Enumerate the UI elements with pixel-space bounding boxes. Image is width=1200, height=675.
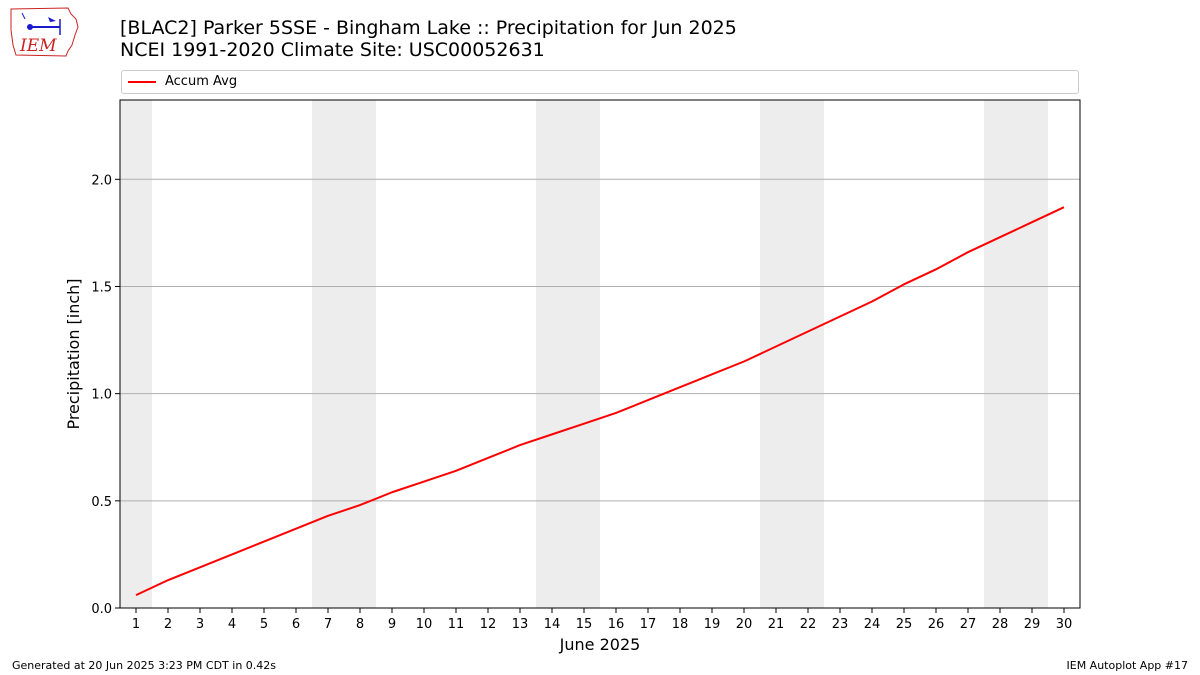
chart-subtitle: NCEI 1991-2020 Climate Site: USC00052631 <box>120 39 545 61</box>
x-tick-label-19: 20 <box>736 617 753 632</box>
x-tick-label-22: 23 <box>832 617 849 632</box>
x-tick-label-9: 10 <box>416 617 433 632</box>
iem-logo: IEM <box>10 7 79 57</box>
x-tick-label-26: 27 <box>960 617 977 632</box>
x-tick-label-2: 3 <box>196 617 204 632</box>
x-tick-label-1: 2 <box>164 617 172 632</box>
footer-generated: Generated at 20 Jun 2025 3:23 PM CDT in … <box>12 659 277 672</box>
x-tick-label-7: 8 <box>356 617 364 632</box>
x-tick-label-8: 9 <box>388 617 396 632</box>
footer-app: IEM Autoplot App #17 <box>1066 659 1189 672</box>
x-tick-label-25: 26 <box>928 617 945 632</box>
x-tick-label-27: 28 <box>992 617 1009 632</box>
x-tick-label-6: 7 <box>324 617 332 632</box>
x-tick-label-18: 19 <box>704 617 721 632</box>
x-tick-label-13: 14 <box>544 617 561 632</box>
x-tick-label-17: 18 <box>672 617 689 632</box>
x-tick-label-23: 24 <box>864 617 881 632</box>
x-tick-label-0: 1 <box>132 617 140 632</box>
weekend-band-4 <box>984 100 1048 608</box>
x-tick-label-14: 15 <box>576 617 593 632</box>
y-tick-label-2: 1.0 <box>91 388 112 403</box>
y-axis-label: Precipitation [inch] <box>64 278 83 429</box>
x-tick-label-28: 29 <box>1024 617 1041 632</box>
x-tick-label-24: 25 <box>896 617 913 632</box>
x-tick-label-21: 22 <box>800 617 817 632</box>
weekend-band-3 <box>760 100 824 608</box>
weekend-band-2 <box>536 100 600 608</box>
plot-frame <box>119 99 1081 609</box>
x-tick-label-5: 6 <box>292 617 300 632</box>
x-tick-label-11: 12 <box>480 617 497 632</box>
series-line-accum-avg <box>135 206 1065 597</box>
y-tick-label-1: 0.5 <box>91 495 112 510</box>
chart-title: [BLAC2] Parker 5SSE - Bingham Lake :: Pr… <box>120 17 737 39</box>
x-tick-label-29: 30 <box>1056 617 1073 632</box>
x-axis-label: June 2025 <box>559 635 641 654</box>
legend-label-accum-avg: Accum Avg <box>165 74 238 89</box>
y-tick-label-4: 2.0 <box>91 173 112 188</box>
y-tick-label-3: 1.5 <box>91 280 112 295</box>
weekend-band-1 <box>312 100 376 608</box>
x-tick-label-10: 11 <box>448 617 465 632</box>
x-tick-label-3: 4 <box>228 617 236 632</box>
y-tick-label-0: 0.0 <box>91 602 112 617</box>
iowa-outline <box>10 7 79 57</box>
x-tick-label-15: 16 <box>608 617 625 632</box>
x-tick-label-12: 13 <box>512 617 529 632</box>
legend-line-accum-avg <box>128 81 156 83</box>
legend: Accum Avg <box>121 70 1079 94</box>
weekend-band-0 <box>120 100 152 608</box>
x-tick-label-16: 17 <box>640 617 657 632</box>
x-tick-label-20: 21 <box>768 617 785 632</box>
x-tick-label-4: 5 <box>260 617 268 632</box>
logo-text: IEM <box>19 36 57 56</box>
